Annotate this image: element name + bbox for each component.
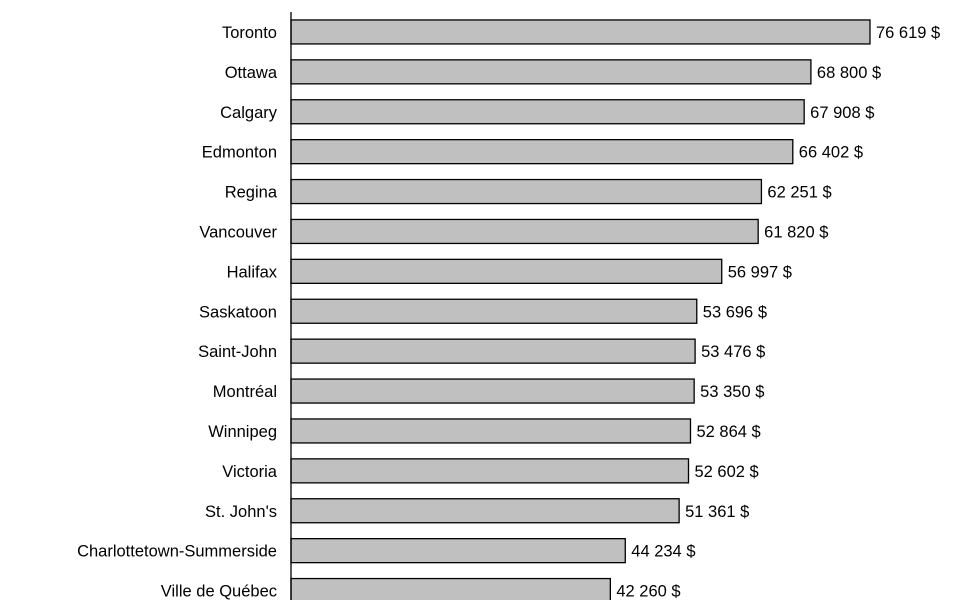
category-label-14: Ville de Québec bbox=[161, 583, 277, 600]
value-label-1: 68 800 $ bbox=[817, 64, 881, 82]
value-label-5: 61 820 $ bbox=[764, 223, 828, 241]
bar-12 bbox=[290, 498, 680, 524]
bar-3 bbox=[290, 138, 794, 165]
category-label-0: Toronto bbox=[222, 24, 277, 42]
category-label-13: Charlottetown-Summerside bbox=[77, 543, 277, 561]
value-label-0: 76 619 $ bbox=[876, 24, 940, 42]
bar-14 bbox=[290, 577, 612, 600]
value-label-11: 52 602 $ bbox=[695, 463, 759, 481]
category-label-9: Montréal bbox=[213, 383, 277, 401]
bar-9 bbox=[290, 378, 695, 404]
value-labels-group: 76 619 $ 68 800 $ 67 908 $ 66 402 $ 62 251 $… bbox=[616, 24, 940, 600]
value-label-4: 62 251 $ bbox=[767, 184, 831, 202]
bar-7 bbox=[290, 298, 698, 324]
category-label-1: Ottawa bbox=[225, 64, 278, 82]
value-label-14: 42 260 $ bbox=[616, 583, 680, 600]
category-label-11: Victoria bbox=[222, 463, 278, 481]
category-label-4: Regina bbox=[225, 184, 278, 202]
bar-8 bbox=[290, 338, 696, 364]
bars-group bbox=[290, 19, 871, 600]
value-label-3: 66 402 $ bbox=[799, 144, 863, 162]
bar-10 bbox=[290, 418, 692, 444]
bar-1 bbox=[290, 59, 812, 85]
value-label-8: 53 476 $ bbox=[701, 343, 765, 361]
category-label-12: St. John's bbox=[205, 503, 277, 521]
value-label-7: 53 696 $ bbox=[703, 303, 767, 321]
value-label-10: 52 864 $ bbox=[696, 423, 760, 441]
value-label-6: 56 997 $ bbox=[728, 263, 792, 281]
category-label-2: Calgary bbox=[220, 104, 278, 122]
value-label-9: 53 350 $ bbox=[700, 383, 764, 401]
bar-11 bbox=[290, 458, 690, 484]
category-label-5: Vancouver bbox=[199, 223, 277, 241]
bar-5 bbox=[290, 218, 759, 245]
category-label-3: Edmonton bbox=[202, 144, 277, 162]
category-label-8: Saint-John bbox=[198, 343, 277, 361]
value-label-2: 67 908 $ bbox=[810, 104, 874, 122]
bar-6 bbox=[290, 258, 723, 285]
category-label-10: Winnipeg bbox=[208, 423, 277, 441]
bar-2 bbox=[290, 99, 805, 125]
bar-13 bbox=[290, 538, 626, 564]
value-label-12: 51 361 $ bbox=[685, 503, 749, 521]
bar-0 bbox=[290, 19, 871, 45]
value-label-13: 44 234 $ bbox=[631, 543, 695, 561]
bar-4 bbox=[290, 178, 763, 205]
category-label-6: Halifax bbox=[227, 263, 278, 281]
category-labels-group: Toronto Ottawa Calgary Edmonton Regina Vancou… bbox=[77, 24, 278, 600]
category-label-7: Saskatoon bbox=[199, 303, 277, 321]
